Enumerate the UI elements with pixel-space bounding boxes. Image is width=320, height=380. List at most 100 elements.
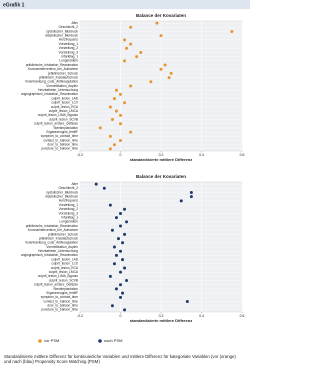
y-tick-label: culprit_lesion_LAD	[51, 257, 78, 261]
y-tick-label: contact_to_balloon_time	[43, 299, 78, 303]
dot	[108, 274, 112, 278]
dot	[129, 42, 133, 46]
dot	[119, 283, 122, 287]
y-tick-label: angiographisch_Intubation_Reanimation	[21, 92, 78, 96]
y-tick-label: culprit_lesion_RCA	[51, 105, 79, 109]
dot	[119, 122, 122, 126]
dot	[110, 118, 114, 122]
y-tick-label: Vorstellung_3	[59, 211, 79, 215]
header-title: eGrafik 1	[3, 2, 25, 8]
y-tick-label: Herzfrequenz	[59, 38, 79, 42]
dot	[110, 228, 114, 232]
y-tick-label: Vormedikation_Aspirin	[46, 245, 78, 249]
y-tick-label: puncture_to_balloon_time	[41, 147, 78, 151]
y-tick-label: Lungenödem	[59, 59, 78, 63]
y-tick-label: präklinisch_Kreislaufschock	[39, 236, 79, 240]
chart: eGrafik 1 Balance der Kovariaten -0.2 0 0.2…	[0, 0, 250, 343]
x-tick-label: 0	[120, 153, 122, 157]
y-tick-label: Vorstellung_3	[59, 50, 79, 54]
y-tick-label: Geschlecht_2	[59, 186, 79, 190]
dot	[125, 46, 129, 50]
dot	[121, 241, 125, 245]
y-tick-label: Ergasezeugnis_fertiliF	[46, 130, 78, 134]
x-axis-label: standardisierte mittlere Differenz	[130, 318, 192, 323]
dot	[102, 186, 106, 190]
dot	[108, 147, 112, 151]
dot	[112, 143, 116, 147]
header-bar	[0, 0, 250, 9]
x-tick-label: 0.4	[199, 153, 204, 157]
x-tick-label: 0.6	[240, 153, 245, 157]
dot	[123, 59, 127, 63]
dot	[135, 55, 139, 59]
y-tick-label: Geschlecht_2	[59, 25, 79, 29]
x-axis-label: standardisierte mittlere Differenz	[130, 157, 192, 162]
dot	[119, 92, 122, 96]
x-tick-label: 0.2	[159, 314, 164, 318]
y-tick-label: culprit_lesion_RCA	[51, 266, 79, 270]
y-tick-label: Infarktlag_1	[61, 215, 78, 219]
dot	[108, 105, 112, 109]
y-tick-label: culprit_lesion_LIMA_Bypass	[38, 113, 78, 117]
dot	[94, 182, 98, 186]
y-tick-label: culprit_lesion_LCX	[51, 101, 78, 105]
y-tick-label: präklinischer_Schock	[48, 232, 79, 236]
y-tick-label: angiographisch_Intubation_Reanimation	[21, 253, 78, 257]
y-tick-label: puncture_to_balloon_time	[41, 308, 78, 312]
dot	[189, 190, 193, 194]
dot	[121, 291, 125, 295]
dot	[98, 126, 102, 130]
caption: Standardisierte mittlere Differenz für k…	[4, 354, 236, 365]
dot	[159, 67, 163, 71]
y-tick-label: door_to_balloon_time	[47, 304, 78, 308]
dot	[114, 88, 118, 92]
y-tick-label: culprit_lesion_LCX	[51, 262, 78, 266]
y-tick-label: Herzkatheter_Untersuchung	[38, 88, 78, 92]
y-tick-label: Vorerkrankung_code_Antikoagulation	[25, 241, 78, 245]
y-tick-label: präklinische_Intubation_Reanimation	[26, 224, 79, 228]
y-tick-label: Herzfrequenz	[59, 199, 79, 203]
dot	[119, 139, 122, 143]
y-tick-label: Lungenödem	[59, 220, 78, 224]
dot	[129, 84, 133, 88]
dot	[179, 199, 183, 203]
y-tick-label: präklinische_Intubation_Reanimation	[26, 63, 79, 67]
y-tick-label: door_to_balloon_time	[47, 143, 78, 147]
dot	[114, 109, 118, 113]
y-tick-label: culprit_lesion_andere_Gefässe	[34, 283, 78, 287]
dot	[112, 97, 116, 101]
dot	[185, 300, 189, 304]
y-tick-label: culprit_lesion_LMCA	[49, 270, 79, 274]
y-tick-label: Koronarintervention_bei_Aufnahme	[28, 67, 78, 71]
dot	[119, 295, 122, 299]
x-tick-label: 0.2	[159, 153, 164, 157]
dot	[123, 38, 127, 42]
dot	[114, 253, 118, 257]
dot	[155, 21, 159, 25]
y-tick-label: culprit_lesion_SCVB	[49, 278, 78, 282]
y-tick-label: Herzkatheter_Untersuchung	[38, 249, 78, 253]
dot	[139, 50, 143, 54]
y-tick-label: Stentimplantation	[53, 287, 78, 291]
y-tick-label: culprit_lesion_LAD	[51, 96, 78, 100]
dot	[163, 63, 167, 67]
y-tick-label: culprit_lesion_andere_Gefässe	[34, 122, 78, 126]
y-tick-label: Alter	[71, 21, 78, 25]
dot	[125, 279, 129, 283]
dot	[149, 80, 153, 84]
y-tick-label: Vorstellung_2	[59, 46, 79, 50]
x-tick-label: 0	[120, 314, 122, 318]
dot	[125, 220, 129, 224]
panel-title: Balance der Kovariaten	[136, 13, 186, 18]
y-tick-label: systolischer_Blutdruck	[46, 29, 78, 33]
dot	[108, 203, 112, 207]
dot	[108, 134, 112, 138]
dot	[167, 76, 171, 80]
dot	[119, 211, 122, 215]
dot	[114, 287, 118, 291]
page: eGrafik 1 Balance der Kovariaten -0.2 0 0.2…	[0, 0, 250, 365]
y-tick-label: Vorstellung_1	[59, 203, 79, 207]
legend-marker	[98, 339, 102, 343]
dot	[230, 29, 234, 33]
dot	[129, 25, 133, 29]
